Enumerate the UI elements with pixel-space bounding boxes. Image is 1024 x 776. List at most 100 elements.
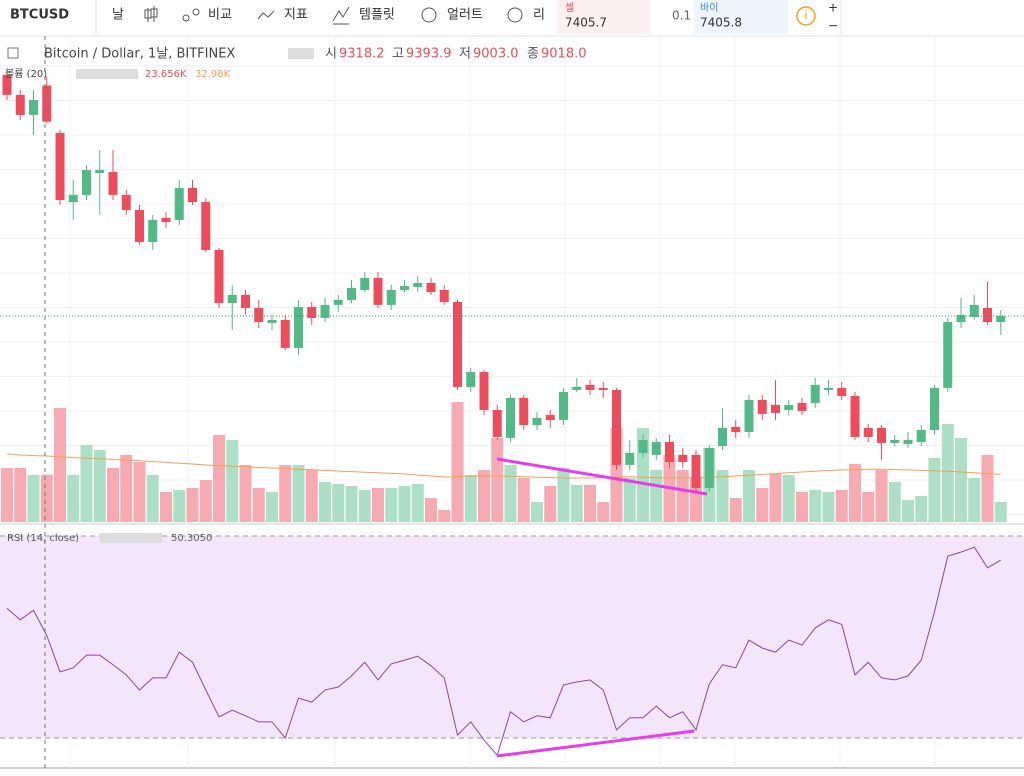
legend-buttons[interactable] — [100, 533, 162, 543]
candle-body — [42, 85, 52, 122]
volume-bar — [544, 486, 557, 522]
candle-body — [559, 392, 568, 420]
candle-body — [148, 219, 158, 243]
candle-body — [82, 169, 91, 195]
volume-bar — [173, 490, 186, 522]
info-mark: i — [804, 9, 807, 23]
candle-body — [426, 282, 436, 293]
volume-bar — [226, 440, 239, 522]
volume-bar — [451, 402, 464, 522]
chart-type-icon[interactable] — [144, 6, 158, 22]
toolbar — [0, 0, 1024, 36]
ohlc-label: 종 — [527, 47, 539, 62]
candle-body — [347, 287, 356, 300]
candle-body — [943, 322, 953, 388]
sell-button[interactable] — [557, 0, 650, 34]
volume-bar — [120, 455, 133, 522]
buy-price: 7405.8 — [700, 16, 742, 30]
candle-body — [413, 282, 423, 287]
info-icon[interactable] — [796, 6, 816, 26]
candle-body — [704, 447, 714, 488]
volume-ma-value: 32.98K — [195, 69, 231, 80]
candle-body — [797, 402, 807, 411]
volume-bar — [743, 470, 755, 522]
candle-body — [506, 397, 515, 438]
volume-bar — [464, 475, 477, 522]
compare[interactable]: 비교 — [208, 8, 232, 23]
template-icon[interactable] — [332, 6, 350, 25]
candle-body — [267, 319, 277, 323]
volume-bar — [425, 498, 437, 522]
templates[interactable]: 템플릿 — [359, 8, 395, 23]
candle-body — [691, 454, 701, 488]
candle-body — [916, 429, 926, 443]
sell-price: 7405.7 — [565, 16, 607, 30]
candle-body — [731, 426, 741, 433]
candle-body — [333, 299, 343, 305]
volume-bar — [570, 485, 583, 522]
legend-buttons[interactable] — [76, 69, 138, 79]
marks — [0, 69, 1024, 757]
ohlc-value: 9003.0 — [473, 47, 519, 62]
ohlc-value: 9018.0 — [541, 47, 587, 62]
candle-body — [519, 397, 529, 426]
ohlc-value: 9393.9 — [406, 47, 452, 62]
candle-body — [969, 304, 979, 317]
rsi-value: 50.3050 — [171, 533, 212, 544]
alerts[interactable]: 얼러트 — [447, 8, 483, 23]
trend-line — [496, 457, 708, 496]
volume-bar — [915, 496, 928, 522]
volume-bar — [782, 475, 795, 522]
candle-body — [188, 187, 197, 203]
volume-bar — [531, 502, 543, 522]
candle-body — [877, 427, 886, 443]
rsi-band — [0, 536, 1024, 738]
candle-body — [201, 202, 211, 250]
candle-body — [890, 439, 900, 443]
volume-bar — [822, 492, 835, 522]
candle-body — [439, 289, 449, 303]
compare-icon[interactable] — [182, 14, 190, 22]
volume-bar — [941, 424, 954, 522]
symbol[interactable]: BTCUSD — [10, 8, 69, 23]
candle-body — [983, 307, 992, 323]
legend-buttons[interactable] — [288, 48, 314, 59]
replay-icon[interactable] — [507, 7, 523, 23]
volume-bar — [14, 468, 27, 522]
compare-icon[interactable] — [192, 8, 200, 16]
candle-body — [678, 454, 688, 463]
volume-bar — [385, 488, 398, 522]
volume-bar — [676, 470, 689, 522]
indicator-icon[interactable] — [257, 10, 275, 20]
indicators[interactable]: 지표 — [284, 8, 308, 23]
volume-bar — [305, 470, 318, 522]
candle-body — [863, 427, 873, 437]
candle-body — [545, 414, 555, 420]
volume-bar — [345, 486, 358, 522]
candle-body — [956, 314, 966, 323]
volume-bar — [40, 474, 53, 522]
candle-body — [585, 384, 595, 390]
quantity[interactable]: 0.1 — [672, 9, 691, 23]
ohlc-label: 고 — [392, 47, 404, 62]
zoom-out[interactable]: − — [828, 19, 838, 33]
interval[interactable]: 날 — [112, 8, 124, 23]
volume-bar — [650, 470, 663, 522]
volume-bar — [584, 485, 596, 522]
volume-bar — [398, 486, 411, 522]
volume-bar — [146, 475, 159, 522]
replay[interactable]: 리 — [533, 8, 545, 23]
volume-bar — [862, 492, 875, 522]
buy-button[interactable] — [694, 0, 788, 34]
rsi-title: RSI (14, close) — [7, 533, 79, 544]
volume-bar — [186, 488, 199, 522]
collapse-icon[interactable] — [7, 47, 19, 59]
candle-body — [850, 395, 860, 437]
candle-body — [572, 386, 582, 390]
alert-icon[interactable] — [421, 7, 437, 23]
zoom-in[interactable]: + — [828, 1, 838, 15]
volume-bar — [54, 408, 66, 522]
candle-body — [598, 387, 608, 390]
candle-body — [174, 187, 184, 220]
